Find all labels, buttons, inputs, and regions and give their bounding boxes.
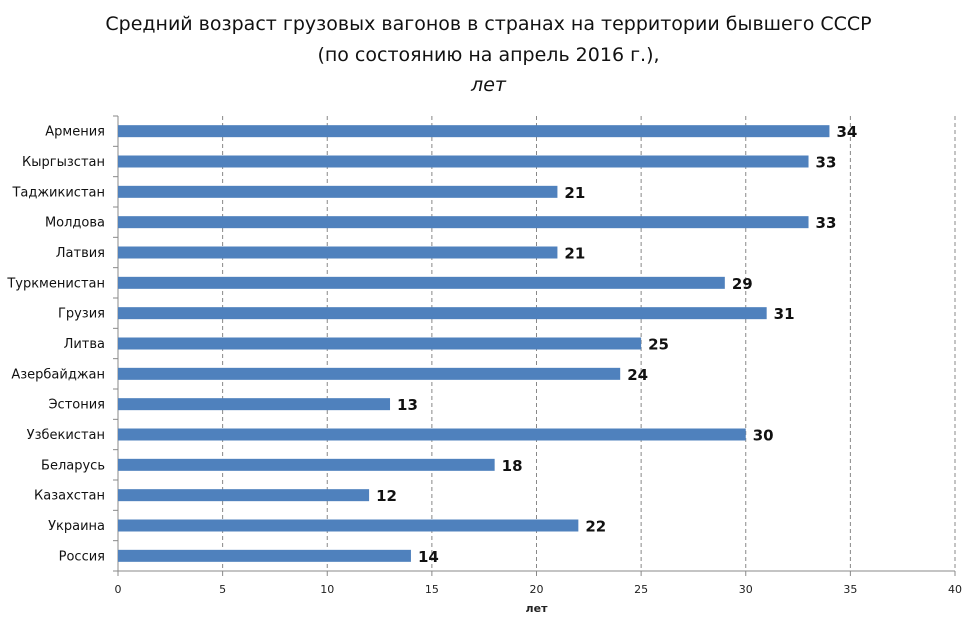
bar	[118, 155, 809, 168]
category-label: Армения	[45, 125, 105, 140]
data-label: 31	[774, 305, 795, 323]
category-label: Кыргызстан	[22, 155, 105, 170]
data-label: 33	[816, 154, 837, 172]
x-tick-label: 40	[948, 583, 962, 596]
x-tick-label: 25	[634, 583, 648, 596]
category-label: Эстония	[48, 398, 105, 413]
data-label: 29	[732, 275, 753, 293]
bar	[118, 428, 746, 441]
chart-title: Средний возраст грузовых вагонов в стран…	[105, 13, 872, 35]
data-label: 14	[418, 548, 439, 566]
x-tick-label: 0	[115, 583, 122, 596]
data-label: 22	[585, 518, 606, 536]
x-tick-label: 15	[425, 583, 439, 596]
bar	[118, 337, 642, 350]
category-label: Туркменистан	[6, 276, 105, 291]
bar	[118, 307, 767, 320]
category-label: Узбекистан	[27, 428, 105, 443]
bar	[118, 185, 558, 198]
bar	[118, 246, 558, 259]
category-label: Латвия	[56, 246, 105, 261]
bar	[118, 519, 579, 532]
data-label: 12	[376, 487, 397, 505]
bar	[118, 367, 621, 380]
category-label: Россия	[59, 549, 105, 564]
bar	[118, 549, 411, 562]
data-label: 21	[564, 184, 585, 202]
x-tick-label: 20	[530, 583, 544, 596]
data-label: 25	[648, 336, 669, 354]
x-tick-label: 35	[843, 583, 857, 596]
category-label: Украина	[48, 519, 105, 534]
bar	[118, 398, 391, 411]
category-label: Беларусь	[41, 458, 105, 473]
bar	[118, 276, 725, 289]
chart-subtitle: (по состоянию на апрель 2016 г.),	[317, 44, 660, 66]
bar	[118, 458, 495, 471]
category-label: Молдова	[45, 216, 105, 231]
data-label: 33	[816, 214, 837, 232]
data-label: 21	[564, 245, 585, 263]
category-label: Литва	[64, 337, 105, 352]
category-label: Грузия	[58, 307, 105, 322]
x-tick-label: 30	[739, 583, 753, 596]
chart-unit-line: лет	[471, 74, 506, 96]
bar	[118, 489, 370, 502]
data-label: 13	[397, 396, 418, 414]
category-label: Таджикистан	[11, 185, 105, 200]
data-label: 30	[753, 427, 774, 445]
data-label: 24	[627, 366, 648, 384]
data-label: 34	[836, 123, 857, 141]
x-axis-title: лет	[526, 602, 549, 615]
category-label: Казахстан	[34, 489, 105, 504]
data-label: 18	[502, 457, 523, 475]
bar	[118, 125, 830, 138]
x-tick-label: 5	[219, 583, 226, 596]
category-label: Азербайджан	[11, 367, 105, 382]
bar	[118, 216, 809, 229]
x-tick-label: 10	[320, 583, 334, 596]
